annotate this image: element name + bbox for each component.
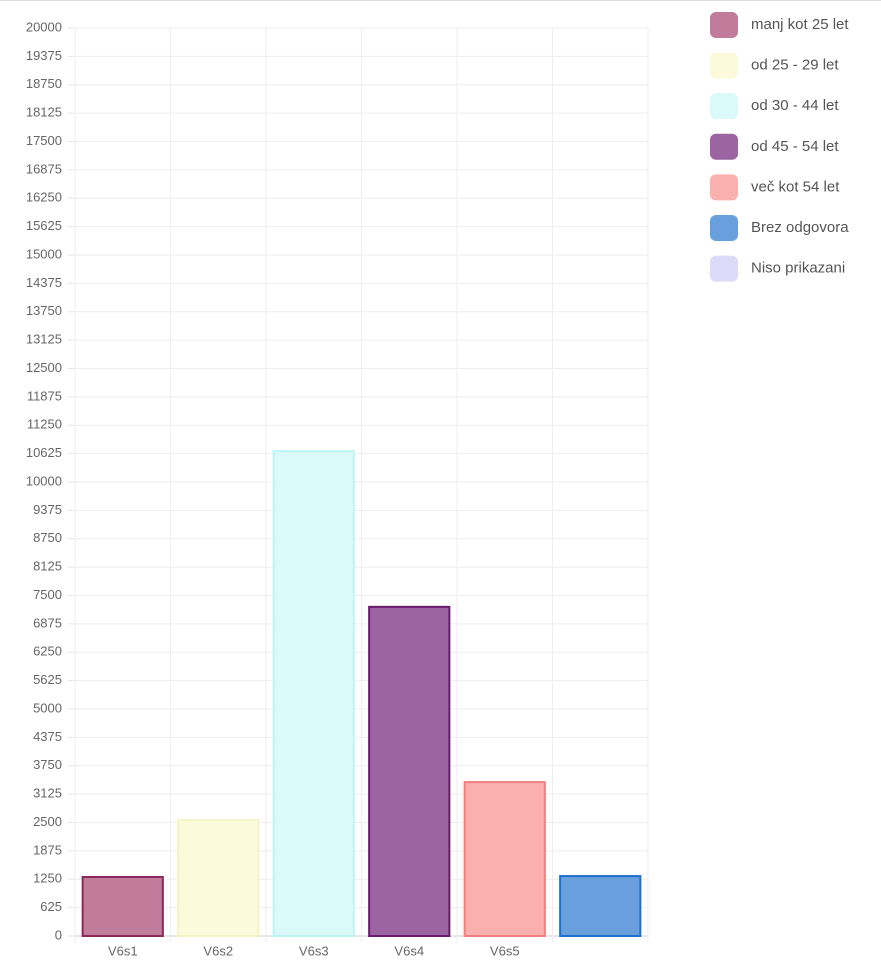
- y-tick-label: 625: [40, 899, 62, 914]
- legend-label: Brez odgovora: [751, 219, 849, 236]
- legend-swatch: [710, 133, 738, 160]
- y-tick-label: 10000: [26, 473, 62, 488]
- y-tick-label: 17500: [26, 133, 62, 148]
- y-tick-label: 14375: [26, 275, 62, 290]
- legend-label: Niso prikazani: [751, 260, 845, 277]
- x-tick-label: V6s1: [108, 943, 138, 958]
- y-tick-label: 16875: [26, 161, 62, 176]
- y-tick-label: 3750: [33, 757, 62, 772]
- y-tick-label: 1250: [33, 871, 62, 886]
- y-tick-label: 0: [55, 927, 62, 942]
- y-tick-label: 20000: [26, 19, 62, 34]
- y-tick-label: 8125: [33, 559, 62, 574]
- y-tick-label: 16250: [26, 190, 62, 205]
- bar: [368, 605, 451, 937]
- y-tick-label: 9375: [33, 502, 62, 517]
- x-tick-label: V6s4: [394, 943, 424, 958]
- legend-swatch: [710, 93, 738, 120]
- legend-label: od 45 - 54 let: [751, 138, 839, 155]
- legend-label: od 25 - 29 let: [751, 57, 839, 74]
- legend-swatch: [710, 215, 738, 241]
- y-tick-label: 10625: [26, 445, 62, 460]
- y-tick-label: 7500: [33, 587, 62, 602]
- y-tick-label: 13125: [26, 332, 62, 347]
- bar: [177, 819, 260, 937]
- legend-swatch: [710, 255, 738, 282]
- bar: [81, 875, 164, 937]
- legend-label: več kot 54 let: [751, 178, 840, 195]
- y-tick-label: 19375: [26, 48, 62, 63]
- y-tick-label: 3125: [33, 786, 62, 801]
- y-tick-label: 18750: [26, 76, 62, 91]
- y-tick-label: 4375: [33, 729, 62, 744]
- bar: [463, 781, 546, 937]
- y-tick-label: 1875: [33, 842, 62, 857]
- legend-label: manj kot 25 let: [751, 16, 849, 33]
- y-tick-label: 11875: [27, 388, 62, 403]
- x-tick-label: V6s3: [299, 943, 329, 958]
- legend-swatch: [710, 174, 738, 201]
- y-tick-label: 6875: [33, 615, 62, 630]
- y-tick-label: 12500: [26, 360, 62, 375]
- y-tick-label: 5000: [33, 700, 62, 715]
- bar: [272, 450, 355, 937]
- y-tick-label: 15625: [26, 218, 62, 233]
- y-tick-label: 18125: [26, 105, 62, 120]
- x-tick-label: V6s5: [490, 943, 520, 958]
- x-tick-label: V6s2: [203, 943, 233, 958]
- y-tick-label: 13750: [26, 303, 62, 318]
- y-tick-label: 11250: [27, 417, 62, 432]
- y-tick-label: 2500: [33, 814, 62, 829]
- legend-swatch: [710, 12, 738, 38]
- y-tick-label: 8750: [33, 530, 62, 545]
- y-tick-label: 15000: [26, 246, 62, 261]
- legend-swatch: [710, 52, 738, 79]
- y-tick-label: 6250: [33, 644, 62, 659]
- y-tick-label: 5625: [33, 672, 62, 687]
- bar: [559, 875, 642, 938]
- legend-label: od 30 - 44 let: [751, 97, 839, 114]
